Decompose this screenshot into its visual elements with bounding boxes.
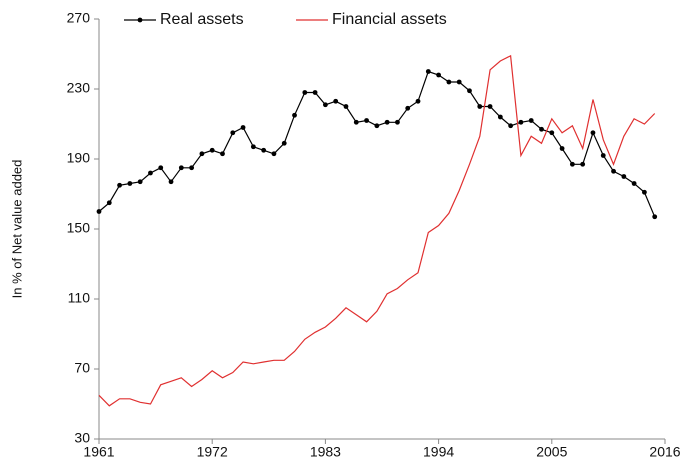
series-marker (250, 144, 256, 150)
series-marker (343, 104, 349, 109)
series-marker (178, 165, 184, 171)
legend-marker (137, 17, 143, 23)
y-tick-label: 270 (67, 10, 91, 26)
series-line (98, 70, 656, 218)
series-line (98, 54, 656, 407)
series-marker (528, 118, 534, 123)
series-marker (158, 165, 164, 171)
series-marker (600, 153, 606, 158)
series-marker (148, 170, 153, 176)
y-tick-label: 190 (67, 150, 91, 166)
series-marker (611, 168, 616, 174)
series-marker (467, 88, 472, 94)
series-marker (642, 189, 647, 195)
series-marker (137, 179, 143, 185)
series-marker (580, 161, 586, 167)
series-marker (477, 104, 483, 109)
series-marker (292, 112, 297, 118)
series-marker (569, 161, 575, 167)
series-marker (240, 125, 246, 130)
series-marker (353, 119, 359, 125)
y-tick-label: 230 (67, 80, 91, 96)
y-tick-label: 70 (74, 360, 90, 376)
series-marker (436, 72, 441, 78)
series-marker (559, 146, 565, 151)
x-tick-label: 1972 (197, 444, 228, 460)
series-marker (312, 90, 318, 95)
series-marker (281, 140, 287, 146)
series-marker (456, 79, 462, 85)
series-marker (590, 130, 596, 136)
series-marker (189, 165, 195, 171)
series-marker (487, 104, 493, 109)
series-marker (425, 69, 431, 74)
series-marker (127, 181, 133, 186)
x-tick-label: 2016 (649, 444, 680, 460)
series-marker (220, 151, 225, 157)
series-marker (323, 102, 328, 108)
series-marker (117, 182, 122, 188)
legend-label: Financial assets (332, 11, 447, 28)
series-marker (415, 98, 421, 104)
series-marker (395, 119, 400, 125)
series-marker (333, 98, 339, 104)
series-marker (497, 114, 503, 120)
series-marker (96, 209, 102, 214)
series-marker (271, 151, 277, 157)
x-tick-label: 1983 (310, 444, 341, 460)
series-marker (621, 174, 627, 179)
x-tick-label: 1961 (83, 444, 114, 460)
y-tick-label: 110 (68, 290, 91, 306)
series-marker (446, 79, 452, 85)
y-tick-label: 30 (74, 430, 90, 446)
y-tick-label: 150 (67, 220, 91, 236)
y-axis-label: In % of Net value added (9, 160, 24, 299)
series-marker (168, 179, 174, 185)
legend-label: Real assets (160, 11, 244, 28)
series-marker (539, 126, 544, 132)
series-marker (302, 90, 308, 95)
series-marker (199, 151, 205, 157)
series-marker (261, 147, 267, 153)
series-marker (230, 130, 236, 136)
series-marker (405, 105, 411, 111)
series-marker (508, 123, 514, 129)
x-tick-label: 1994 (423, 444, 454, 460)
series-marker (374, 123, 380, 129)
series-marker (631, 181, 637, 186)
series-marker (652, 214, 658, 220)
series-marker (384, 119, 390, 125)
series-marker (364, 118, 369, 123)
x-tick-label: 2005 (536, 444, 567, 460)
series-marker (209, 147, 215, 153)
series-marker (518, 119, 524, 125)
series-marker (106, 200, 112, 206)
series-marker (549, 130, 555, 136)
